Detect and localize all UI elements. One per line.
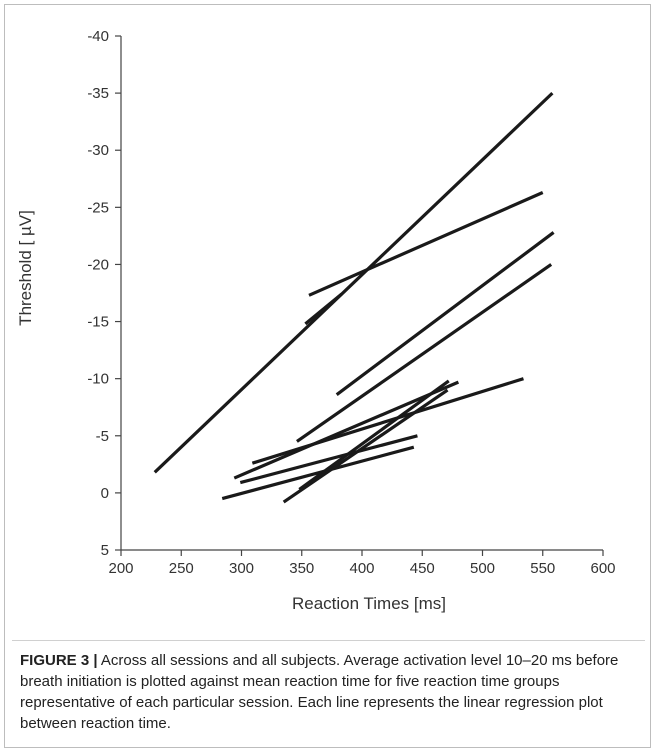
chart-axes: 200 250 300 350 400 450 500 550 600 -40 -35 -30 -25 -… — [87, 28, 615, 577]
regression-line-1 — [153, 91, 554, 474]
y-tick-label: -30 — [87, 142, 109, 159]
regression-line-2 — [304, 292, 343, 326]
regression-line-5 — [296, 263, 553, 443]
y-tick-label: -5 — [96, 428, 109, 445]
x-tick-label: 350 — [289, 560, 314, 577]
y-tick-label: 5 — [101, 542, 109, 559]
regression-line-7 — [233, 380, 460, 480]
x-tick-label: 600 — [590, 560, 615, 577]
regression-line-10 — [239, 434, 418, 485]
x-tick-label: 300 — [229, 560, 254, 577]
regression-line-6 — [251, 377, 524, 465]
figure-frame — [4, 4, 651, 748]
y-tick-label: 0 — [101, 485, 109, 502]
caption-divider — [12, 640, 645, 641]
regression-line-11 — [221, 445, 415, 501]
x-tick-label: 550 — [530, 560, 555, 577]
y-tick-label: -10 — [87, 371, 109, 388]
y-tick-label: -35 — [87, 85, 109, 102]
x-tick-label: 250 — [169, 560, 194, 577]
caption-text: Across all sessions and all subjects. Av… — [20, 652, 619, 732]
x-axis-title: Reaction Times [ms] — [292, 594, 446, 613]
y-tick-label: -20 — [87, 256, 109, 273]
y-tick-label: -15 — [87, 314, 109, 331]
y-tick-label: -40 — [87, 28, 109, 45]
y-axis-title: Threshold [ µV] — [16, 210, 35, 326]
regression-line-9 — [282, 388, 449, 504]
regression-line-3 — [308, 191, 544, 297]
regression-line-chart: 200 250 300 350 400 450 500 550 600 -40 -35 -30 -25 -… — [16, 28, 616, 613]
x-tick-label: 400 — [349, 560, 374, 577]
figure-caption: FIGURE 3 | Across all sessions and all s… — [20, 650, 632, 734]
figure-label: FIGURE 3 | — [20, 652, 98, 669]
regression-line-4 — [335, 231, 555, 396]
regression-lines — [153, 91, 555, 504]
x-tick-label: 450 — [410, 560, 435, 577]
x-tick-label: 200 — [108, 560, 133, 577]
x-tick-label: 500 — [470, 560, 495, 577]
y-tick-label: -25 — [87, 199, 109, 216]
